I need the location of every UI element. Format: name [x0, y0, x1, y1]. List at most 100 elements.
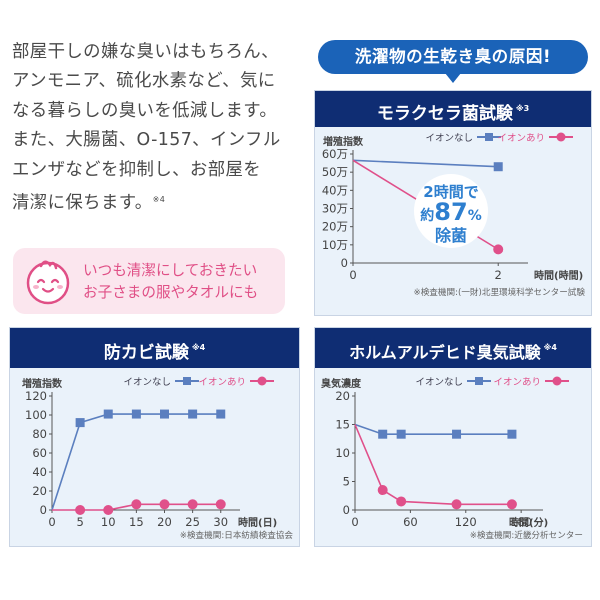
x-tick-label: 2	[495, 268, 502, 282]
y-axis-label: 増殖指数	[323, 135, 364, 148]
series-line	[352, 159, 499, 168]
data-point	[506, 499, 517, 510]
y-tick-label: 80	[32, 427, 47, 441]
panel-anti-mold: 防カビ試験 ※4 0 20 40 60 80 100 120 0 5 10 15 20 25 30 増殖指数時…	[9, 327, 300, 547]
legend-label: イオンなし	[415, 377, 463, 388]
y-tick-label: 40万	[322, 183, 348, 197]
data-point	[493, 244, 504, 255]
panel-body: 0 10万 20万 30万 40万 50万 60万 0 2 増殖指数 時間(時間) イオンなし イオンあ…	[315, 127, 591, 315]
source-note: ※検査機関:日本紡績検査協会	[180, 529, 294, 541]
annotation-part: %	[468, 208, 482, 224]
title-note-mark: ※4	[543, 343, 557, 352]
data-point	[215, 499, 226, 510]
y-tick-label: 0	[343, 503, 350, 517]
x-tick-label: 10	[101, 515, 116, 529]
x-tick-label: 0	[351, 515, 358, 529]
y-tick-label: 60万	[322, 147, 348, 161]
y-tick-label: 20	[32, 484, 47, 498]
series-line	[51, 413, 221, 511]
x-tick-label: 0	[48, 515, 55, 529]
x-axis-label: 時間(日)	[238, 516, 277, 529]
x-tick-label: 0	[349, 268, 356, 282]
y-tick-label: 30万	[322, 202, 348, 216]
x-tick-label: 30	[213, 515, 228, 529]
data-point	[507, 429, 517, 439]
panel-title: モラクセラ菌試験 ※3	[315, 91, 591, 127]
legend-label: イオンあり	[198, 377, 246, 388]
legend-marker	[485, 133, 493, 141]
x-tick-label: 5	[76, 515, 83, 529]
legend-marker	[556, 132, 566, 142]
data-point	[131, 499, 142, 510]
panel-title: 防カビ試験 ※4	[10, 328, 299, 368]
chart-title: モラクセラ菌試験	[376, 104, 513, 124]
y-tick-label: 40	[32, 465, 47, 479]
panel-formaldehyde: ホルムアルデヒド臭気試験 ※4 0 5 10 15 20 0 60 120 180 臭気濃度 時間(分…	[314, 327, 592, 547]
intro-line-last: 清潔に保ちます。※4	[12, 185, 302, 218]
x-axis-label: 時間(時間)	[534, 269, 583, 282]
title-note-mark: ※4	[191, 343, 206, 352]
data-point	[131, 409, 141, 419]
x-tick-label: 180	[510, 515, 532, 529]
data-point	[396, 496, 407, 507]
x-tick-label: 20	[157, 515, 172, 529]
intro-line: エンザなどを抑制し、お部屋を	[12, 159, 262, 180]
y-tick-label: 0	[341, 256, 348, 270]
y-tick-label: 10万	[322, 238, 348, 252]
baby-note-line: いつも清潔にしておきたい	[83, 262, 258, 279]
baby-note-text: いつも清潔にしておきたい お子さまの服やタオルにも	[83, 260, 258, 304]
legend-marker	[257, 376, 267, 386]
intro-line: 部屋干しの嫌な臭いはもちろん、	[12, 42, 279, 62]
data-point	[159, 499, 170, 510]
y-tick-label: 0	[40, 503, 47, 517]
panel-moraxella: モラクセラ菌試験 ※3 0 10万 20万 30万 40万 50万 60万 0 2 増殖指数時間(時…	[314, 90, 592, 316]
data-point	[187, 499, 198, 510]
y-axis-label: 臭気濃度	[321, 377, 362, 390]
banner-shape	[318, 40, 588, 83]
title-note-mark: ※3	[515, 104, 530, 113]
data-point	[216, 409, 226, 419]
x-tick-label: 120	[455, 515, 477, 529]
chart-title: 防カビ試験	[103, 343, 189, 363]
y-tick-label: 5	[343, 475, 350, 489]
data-point	[377, 485, 388, 496]
y-tick-label: 100	[25, 408, 47, 422]
x-tick-label: 25	[185, 515, 200, 529]
data-point	[75, 505, 86, 515]
y-tick-label: 15	[335, 418, 350, 432]
x-tick-label: 15	[129, 515, 144, 529]
annotation-line: 除菌	[435, 226, 467, 245]
intro-line: 清潔に保ちます。	[12, 193, 153, 214]
data-point	[160, 409, 169, 419]
y-tick-label: 50万	[322, 165, 348, 179]
data-point	[452, 429, 462, 439]
annotation-line: 2時間で	[423, 183, 478, 201]
intro-text: 部屋干しの嫌な臭いはもちろん、 アンモニア、硫化水素など、気に なる暮らしの臭い…	[12, 38, 302, 218]
y-tick-label: 20	[335, 389, 350, 403]
y-tick-label: 120	[25, 389, 47, 403]
x-axis-label: 時間(分)	[509, 516, 548, 529]
intro-note-mark: ※4	[152, 195, 166, 205]
data-point	[103, 505, 114, 515]
intro-line: なる暮らしの臭いを低減します。	[12, 100, 278, 121]
data-point	[188, 409, 198, 419]
legend-label: イオンなし	[123, 377, 171, 388]
y-tick-label: 20万	[322, 220, 348, 234]
intro-line: アンモニア、硫化水素など、気に	[12, 71, 276, 92]
panel-body: 0 5 10 15 20 0 60 120 180 臭気濃度 時間(分) イオンなし イオンあり ※検査機…	[315, 368, 591, 546]
y-tick-label: 10	[335, 446, 350, 460]
annotation-part: 約	[420, 207, 434, 224]
legend-marker	[552, 376, 562, 386]
legend-marker	[183, 377, 191, 385]
y-tick-label: 60	[32, 446, 47, 460]
data-point	[103, 409, 113, 419]
data-point	[396, 429, 406, 439]
panel-title: ホルムアルデヒド臭気試験 ※4	[315, 328, 591, 368]
annotation-badge	[414, 174, 488, 248]
chart-title: ホルムアルデヒド臭気試験	[349, 343, 541, 362]
y-axis-label: 増殖指数	[22, 377, 63, 390]
banner-text: 洗濯物の生乾き臭の原因!	[354, 47, 552, 66]
source-note: ※検査機関:(一財)北里環境科学センター試験	[414, 286, 586, 298]
